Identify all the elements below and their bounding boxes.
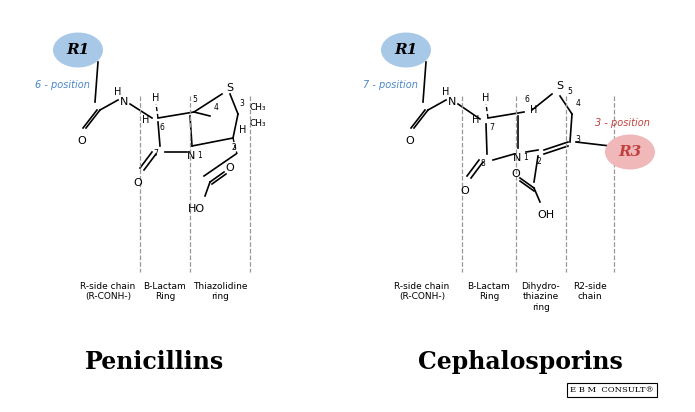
Text: 4: 4 <box>575 100 580 108</box>
Text: O: O <box>461 186 469 196</box>
Text: Thiazolidine
ring: Thiazolidine ring <box>193 282 247 302</box>
Text: OH: OH <box>537 210 555 220</box>
Text: H: H <box>142 115 149 125</box>
Ellipse shape <box>605 134 655 169</box>
Text: 6: 6 <box>525 96 530 105</box>
Text: 3: 3 <box>240 100 245 108</box>
Text: 2: 2 <box>537 157 541 166</box>
Text: H: H <box>442 87 450 97</box>
Text: H: H <box>473 115 480 125</box>
Text: 6: 6 <box>160 124 165 133</box>
Text: 2: 2 <box>231 143 236 152</box>
Text: 4: 4 <box>213 103 218 112</box>
Text: R1: R1 <box>67 43 90 57</box>
Text: Cephalosporins: Cephalosporins <box>418 350 623 374</box>
Text: R3: R3 <box>619 145 641 159</box>
Text: 5: 5 <box>568 87 573 96</box>
Ellipse shape <box>53 33 103 68</box>
Text: CH₃: CH₃ <box>250 119 267 129</box>
Text: Penicillins: Penicillins <box>85 350 224 374</box>
Text: S: S <box>227 83 234 93</box>
Text: 6 - position: 6 - position <box>35 80 90 90</box>
Ellipse shape <box>381 33 431 68</box>
Text: R2-side
chain: R2-side chain <box>573 282 607 302</box>
Text: B-Lactam
Ring: B-Lactam Ring <box>468 282 510 302</box>
Text: H: H <box>152 93 160 103</box>
Text: R1: R1 <box>394 43 418 57</box>
Text: HO: HO <box>188 204 204 214</box>
Text: N: N <box>120 97 128 107</box>
Text: B-Lactam
Ring: B-Lactam Ring <box>144 282 186 302</box>
Text: R-side chain
(R-CONH-): R-side chain (R-CONH-) <box>81 282 136 302</box>
Text: 1: 1 <box>197 152 202 161</box>
Text: S: S <box>557 81 564 91</box>
Text: 7: 7 <box>154 150 158 159</box>
Text: 5: 5 <box>193 96 197 105</box>
Text: CH₃: CH₃ <box>250 103 267 112</box>
Text: Dihydro-
thiazine
ring: Dihydro- thiazine ring <box>522 282 560 312</box>
Text: O: O <box>406 136 414 146</box>
Text: O: O <box>133 178 142 188</box>
Text: 7: 7 <box>489 124 494 133</box>
Text: 3: 3 <box>575 136 580 145</box>
Text: O: O <box>78 136 86 146</box>
Text: H: H <box>239 125 247 135</box>
Text: H: H <box>114 87 122 97</box>
Text: O: O <box>512 169 521 179</box>
Text: H: H <box>530 105 538 115</box>
Text: N: N <box>187 151 195 161</box>
Text: E B M  CONSULT®: E B M CONSULT® <box>570 386 654 394</box>
Text: N: N <box>513 153 521 163</box>
Text: 3 - position: 3 - position <box>594 118 649 128</box>
Text: 7 - position: 7 - position <box>363 80 418 90</box>
Text: N: N <box>448 97 456 107</box>
Text: O: O <box>226 163 234 173</box>
Text: 8: 8 <box>481 159 485 169</box>
Text: H: H <box>482 93 490 103</box>
Text: 1: 1 <box>523 154 528 162</box>
Text: R-side chain
(R-CONH-): R-side chain (R-CONH-) <box>394 282 450 302</box>
